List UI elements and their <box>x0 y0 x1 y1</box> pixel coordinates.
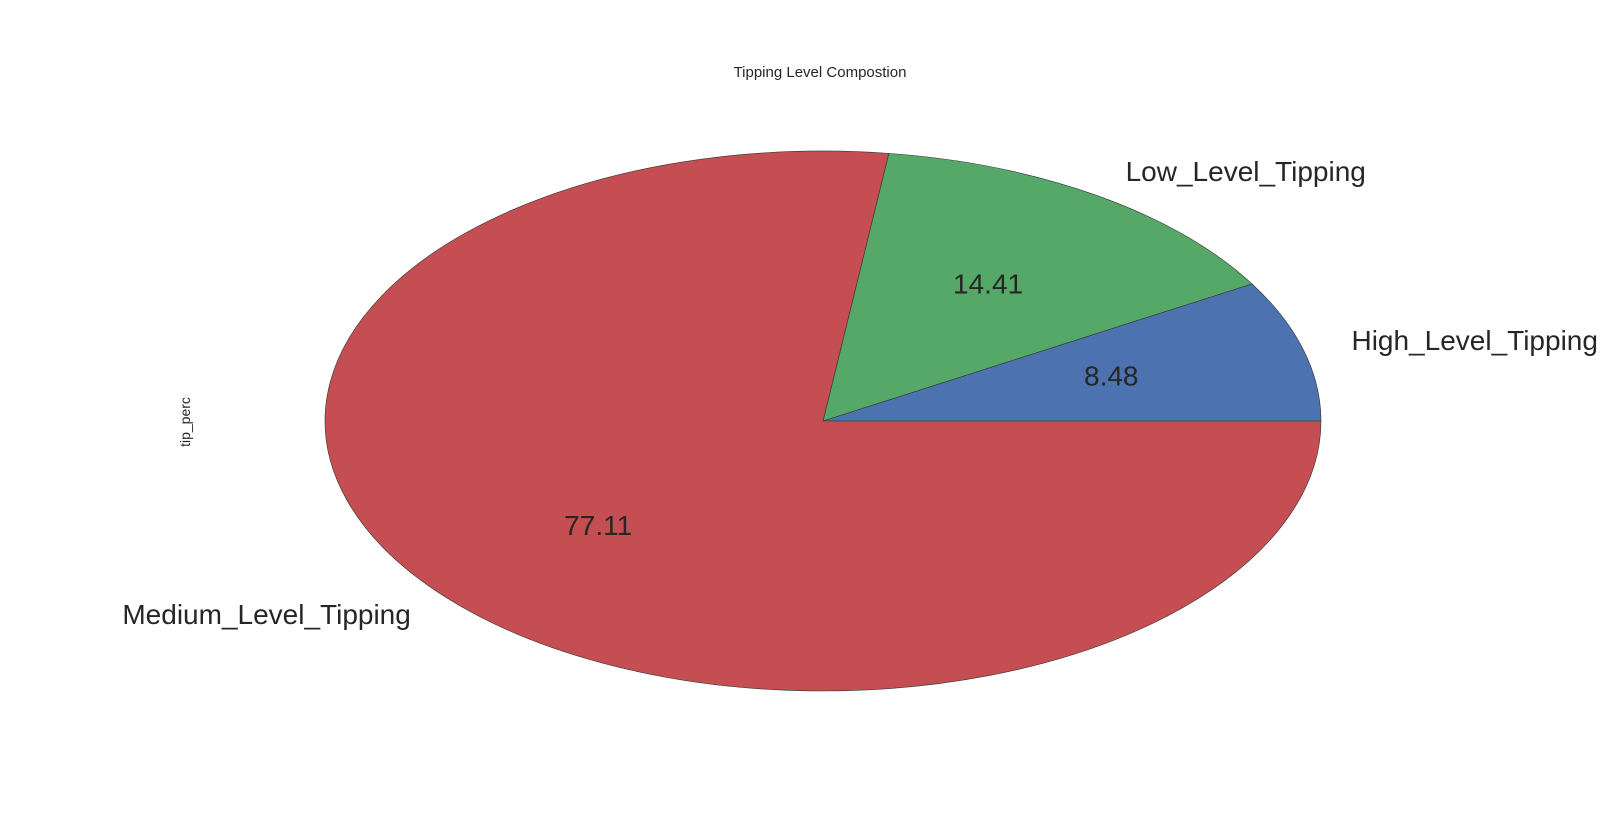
pie-slice-label: Medium_Level_Tipping <box>122 599 410 630</box>
pie-slice-label: High_Level_Tipping <box>1351 325 1597 356</box>
pie-slices <box>324 150 1322 692</box>
pie-slice-value-label: 14.41 <box>953 268 1023 299</box>
pie-slice-value-label: 77.11 <box>564 510 632 541</box>
pie-labels: High_Level_Tipping 8.48 Low_Level_Tipping 1… <box>122 156 1598 630</box>
pie-slice-low-level-tipping <box>822 153 1253 422</box>
pie-slice-value-label: 8.48 <box>1084 361 1139 392</box>
chart-title: Tipping Level Compostion <box>734 64 907 81</box>
pie-slice-label: Low_Level_Tipping <box>1126 156 1366 187</box>
pie-slice-medium-level-tipping <box>324 150 1322 692</box>
y-axis-label: tip_perc <box>177 397 193 447</box>
pie-slice-high-level-tipping <box>822 283 1322 422</box>
